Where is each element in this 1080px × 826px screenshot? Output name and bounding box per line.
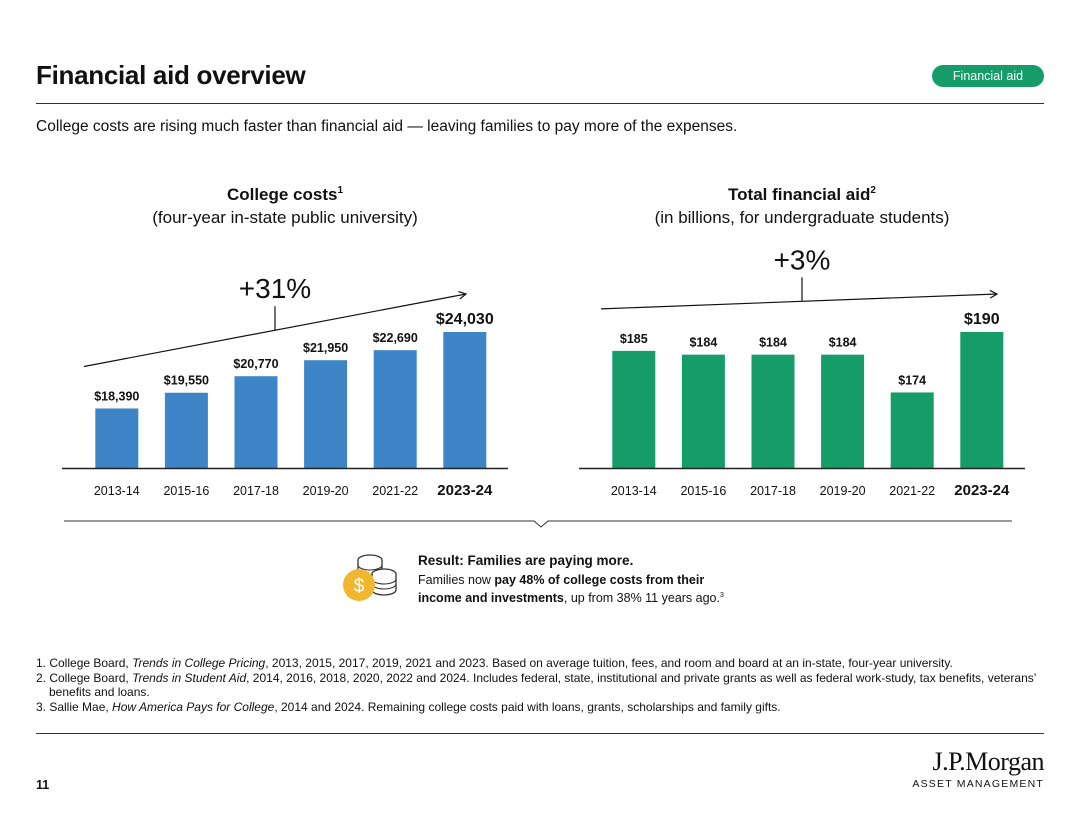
bar bbox=[443, 332, 487, 468]
footnote-2: 2. College Board, Trends in Student Aid,… bbox=[36, 670, 1036, 700]
chart-title-note: 2 bbox=[870, 185, 876, 196]
tick-label: 2015-16 bbox=[163, 484, 209, 498]
footnotes: 1. College Board, Trends in College Pric… bbox=[36, 656, 1036, 714]
jpmorgan-logo: J.P.Morgan ASSET MANAGEMENT bbox=[912, 747, 1044, 791]
data-label: $185 bbox=[620, 332, 648, 346]
page-title: Financial aid overview bbox=[36, 60, 306, 90]
result-title: Result: Families are paying more. bbox=[418, 553, 634, 568]
bar bbox=[95, 408, 139, 468]
bar bbox=[960, 332, 1004, 468]
trend-arrowhead bbox=[989, 289, 999, 299]
footnote-1: 1. College Board, Trends in College Pric… bbox=[36, 656, 953, 670]
chart-title: College costs1 bbox=[227, 185, 344, 204]
tick-label: 2019-20 bbox=[820, 484, 866, 498]
tick-label: 2017-18 bbox=[233, 484, 279, 498]
trend-arrowhead bbox=[458, 290, 468, 300]
svg-text:$: $ bbox=[354, 576, 365, 597]
bar bbox=[304, 360, 348, 468]
data-label: $190 bbox=[964, 311, 1000, 328]
section-tag[interactable]: Financial aid bbox=[932, 65, 1044, 87]
footnote-3: 3. Sallie Mae, How America Pays for Coll… bbox=[36, 699, 781, 714]
bar bbox=[612, 350, 656, 468]
bar bbox=[234, 376, 278, 468]
financial-aid-chart: Total financial aid2 (in billions, for un… bbox=[579, 185, 1025, 499]
footer-divider bbox=[36, 733, 1044, 734]
bar bbox=[751, 354, 795, 468]
logo-subtitle: ASSET MANAGEMENT bbox=[912, 778, 1044, 790]
tick-label: 2013-14 bbox=[94, 484, 140, 498]
tick-label: 2023-24 bbox=[437, 482, 493, 499]
page-number: 11 bbox=[36, 778, 50, 792]
change-label: +3% bbox=[774, 244, 831, 275]
bar bbox=[164, 392, 208, 468]
chart-subtitle: (four-year in-state public university) bbox=[152, 208, 417, 227]
tick-label: 2013-14 bbox=[611, 484, 657, 498]
result-divider bbox=[64, 520, 1012, 528]
bar bbox=[681, 354, 725, 468]
tick-label: 2023-24 bbox=[954, 482, 1010, 499]
result-text: Families now pay 48% of college costs fr… bbox=[418, 573, 724, 605]
chart-title: Total financial aid2 bbox=[728, 185, 876, 204]
data-label: $21,950 bbox=[303, 341, 348, 355]
change-label: +31% bbox=[239, 273, 311, 304]
chart-title-note: 1 bbox=[337, 185, 343, 196]
data-label: $174 bbox=[898, 373, 926, 387]
page-subtitle: College costs are rising much faster tha… bbox=[36, 118, 738, 135]
tick-label: 2015-16 bbox=[680, 484, 726, 498]
data-label: $18,390 bbox=[94, 389, 139, 403]
bar bbox=[890, 392, 934, 468]
college-costs-chart: College costs1 (four-year in-state public… bbox=[62, 185, 508, 499]
tick-label: 2021-22 bbox=[372, 484, 418, 498]
data-label: $184 bbox=[689, 336, 717, 350]
header-divider bbox=[36, 103, 1044, 104]
data-label: $24,030 bbox=[436, 311, 494, 328]
logo-name: J.P.Morgan bbox=[932, 747, 1044, 776]
tick-label: 2017-18 bbox=[750, 484, 796, 498]
tick-label: 2021-22 bbox=[889, 484, 935, 498]
data-label: $20,770 bbox=[233, 357, 278, 371]
bar bbox=[373, 350, 417, 468]
trend-line bbox=[83, 293, 467, 368]
chart-subtitle: (in billions, for undergraduate students… bbox=[655, 208, 950, 227]
bar bbox=[821, 354, 865, 468]
coins-icon: $ bbox=[338, 548, 400, 609]
data-label: $184 bbox=[829, 336, 857, 350]
data-label: $22,690 bbox=[373, 331, 418, 345]
tick-label: 2019-20 bbox=[303, 484, 349, 498]
data-label: $19,550 bbox=[164, 374, 209, 388]
trend-line bbox=[600, 293, 998, 310]
data-label: $184 bbox=[759, 336, 787, 350]
